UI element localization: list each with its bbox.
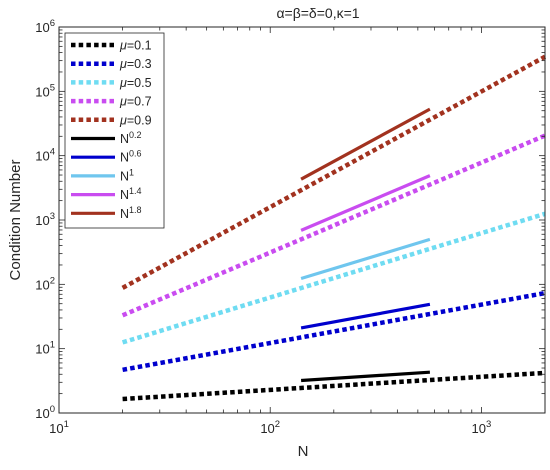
x-axis-ticks xyxy=(58,27,546,413)
legend-label: μ=0.9 xyxy=(119,113,152,127)
plot-area: 101 102 103100101102103104105106μ=0.1μ=0.3… xyxy=(35,18,547,436)
y-tick-label: 102 xyxy=(35,275,55,292)
x-tick-labels: 101 102 103 xyxy=(49,419,491,436)
legend-label: N1 xyxy=(120,167,134,183)
series-line-2 xyxy=(121,211,546,345)
y-axis-ticks xyxy=(59,26,545,414)
y-tick-label: 104 xyxy=(35,147,55,164)
legend-label: N1.4 xyxy=(120,186,142,202)
legend-label: N0.6 xyxy=(120,149,142,165)
y-tick-label: 103 xyxy=(35,211,55,228)
x-tick-label: 102 xyxy=(260,419,280,436)
series-line-6 xyxy=(300,302,431,330)
legend-label: μ=0.1 xyxy=(119,39,152,53)
x-tick-label: 103 xyxy=(472,419,492,436)
y-tick-label: 100 xyxy=(35,404,55,421)
legend: μ=0.1 μ=0.3 μ=0.5 μ=0.7 μ=0.9 N0.2 N0.6 N1 N1.4 N… xyxy=(64,32,165,229)
y-axis-label: Condition Number xyxy=(7,160,24,281)
legend-label: μ=0.3 xyxy=(119,57,152,71)
y-tick-labels: 100 101 102 103 104 105 106 xyxy=(35,18,55,421)
y-tick-label: 106 xyxy=(35,18,55,35)
legend-label: N0.2 xyxy=(120,130,142,146)
legend-label: μ=0.7 xyxy=(119,95,152,109)
y-tick-label: 105 xyxy=(35,82,55,99)
legend-label: N1.8 xyxy=(120,205,142,221)
series-line-9 xyxy=(300,107,431,181)
series-line-8 xyxy=(300,174,431,232)
series-line-0 xyxy=(122,370,546,402)
series-line-1 xyxy=(122,290,546,373)
x-axis-label: N xyxy=(298,443,309,460)
series-line-5 xyxy=(300,370,431,383)
series-line-4 xyxy=(121,54,547,290)
y-tick-label: 101 xyxy=(35,340,55,357)
chart-title: α=β=δ=0,κ=1 xyxy=(276,5,359,21)
x-tick-label: 101 xyxy=(49,419,69,436)
legend-label: μ=0.5 xyxy=(119,76,152,90)
series-line-7 xyxy=(300,237,431,281)
